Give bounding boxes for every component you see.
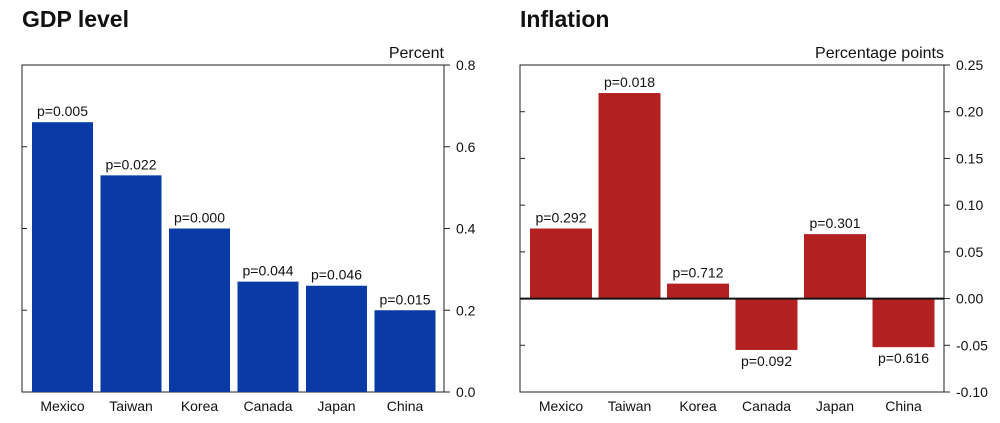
gdp-p-value-label: p=0.015: [380, 291, 431, 307]
inflation-bar: [530, 228, 592, 299]
inflation-p-value-label: p=0.712: [673, 265, 724, 281]
inflation-ytick-label: 0.10: [956, 197, 983, 213]
inflation-ytick-label: 0.05: [956, 244, 983, 260]
chart-title-inflation: Inflation: [520, 6, 610, 32]
inflation-category-label: Canada: [742, 398, 791, 414]
inflation-p-value-label: p=0.092: [741, 353, 792, 369]
inflation-category-label: Japan: [816, 398, 854, 414]
gdp-p-value-label: p=0.046: [311, 267, 362, 283]
inflation-bar: [735, 298, 798, 350]
gdp-p-value-label: p=0.005: [37, 103, 88, 119]
gdp-ytick-label: 0.4: [456, 221, 476, 237]
gdp-p-value-label: p=0.000: [174, 210, 225, 226]
gdp-bar: [237, 281, 299, 392]
gdp-ytick-label: 0.2: [456, 302, 476, 318]
gdp-bar: [374, 310, 436, 392]
inflation-ytick-label: -0.10: [956, 384, 988, 400]
gdp-category-label: Taiwan: [109, 398, 153, 414]
inflation-p-value-label: p=0.292: [536, 210, 587, 226]
gdp-ytick-label: 0.6: [456, 139, 476, 155]
gdp-ytick-label: 0.8: [456, 57, 476, 73]
gdp-category-label: Korea: [181, 398, 219, 414]
inflation-p-value-label: p=0.301: [810, 215, 861, 231]
inflation-plot-frame: [519, 64, 945, 393]
inflation-bar: [598, 93, 661, 299]
inflation-bar: [667, 283, 729, 299]
inflation-ytick-label: 0.15: [956, 150, 983, 166]
gdp-p-value-label: p=0.022: [106, 156, 157, 172]
gdp-category-label: Mexico: [40, 398, 85, 414]
inflation-ylabel: Percentage points: [815, 45, 944, 62]
inflation-ytick-label: 0.25: [956, 57, 983, 73]
inflation-ytick-label: 0.00: [956, 291, 983, 307]
inflation-ytick-label: 0.20: [956, 104, 983, 120]
gdp-bar: [32, 122, 93, 392]
inflation-bar: [804, 234, 866, 299]
inflation-category-label: Korea: [679, 398, 717, 414]
gdp-p-value-label: p=0.044: [243, 263, 294, 279]
chart-title-gdp: GDP level: [22, 6, 129, 32]
gdp-category-label: China: [387, 398, 424, 414]
inflation-category-label: China: [885, 398, 922, 414]
inflation-ytick-label: -0.05: [956, 337, 988, 353]
inflation-category-label: Taiwan: [608, 398, 652, 414]
inflation-p-value-label: p=0.616: [878, 350, 929, 366]
gdp-category-label: Japan: [317, 398, 355, 414]
gdp-bar: [100, 175, 162, 392]
inflation-category-label: Mexico: [539, 398, 584, 414]
inflation-p-value-label: p=0.018: [604, 74, 655, 90]
gdp-bar: [169, 228, 230, 392]
gdp-ytick-label: 0.0: [456, 384, 476, 400]
gdp-bar: [306, 285, 367, 392]
gdp-ylabel: Percent: [389, 45, 445, 62]
inflation-bar: [872, 298, 935, 348]
gdp-category-label: Canada: [243, 398, 292, 414]
